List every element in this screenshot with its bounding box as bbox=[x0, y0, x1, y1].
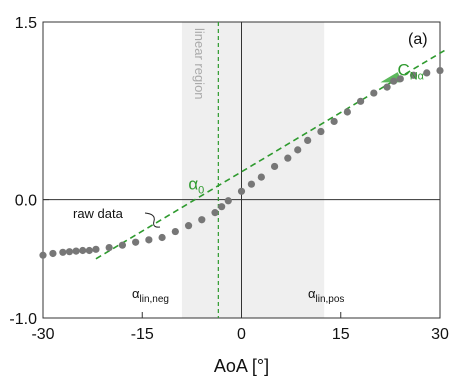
data-point bbox=[39, 251, 47, 259]
data-point bbox=[343, 108, 351, 116]
raw-data-label: raw data bbox=[73, 206, 124, 221]
data-point bbox=[184, 222, 193, 230]
data-point bbox=[85, 246, 93, 255]
data-point bbox=[49, 249, 57, 258]
y-tick-label: -1.0 bbox=[9, 311, 37, 328]
data-point bbox=[237, 187, 246, 195]
x-axis-label: AoA [°] bbox=[214, 356, 269, 376]
data-point bbox=[105, 243, 113, 252]
data-point bbox=[224, 197, 232, 205]
linear-region-label: linear region bbox=[192, 28, 207, 100]
data-point bbox=[118, 241, 126, 249]
data-point bbox=[171, 227, 179, 236]
slope-label: CNα bbox=[397, 60, 424, 82]
panel-label: (a) bbox=[408, 31, 428, 48]
data-point bbox=[423, 69, 431, 77]
data-point bbox=[198, 216, 206, 224]
data-point bbox=[65, 248, 74, 256]
data-point bbox=[383, 83, 391, 91]
alpha-lin-neg-label: αlin,neg bbox=[132, 286, 169, 305]
x-tick-label: 30 bbox=[431, 326, 449, 343]
data-point bbox=[304, 136, 312, 144]
alpha0-label: α0 bbox=[188, 175, 204, 197]
data-point bbox=[436, 66, 444, 75]
data-point bbox=[294, 146, 302, 154]
data-point bbox=[317, 127, 325, 136]
data-point bbox=[247, 180, 256, 188]
data-point bbox=[211, 209, 219, 217]
linear-region-band bbox=[181, 22, 325, 318]
data-point bbox=[284, 154, 292, 162]
data-point bbox=[72, 247, 80, 255]
data-point bbox=[257, 173, 265, 181]
axis-ticks: -30 -15 0 15 30 1.5 0.0 -1.0 bbox=[9, 15, 449, 343]
x-tick-label: -30 bbox=[31, 326, 54, 343]
data-point bbox=[59, 248, 67, 256]
y-tick-label: 0.0 bbox=[15, 193, 37, 210]
data-point bbox=[270, 162, 279, 171]
data-point bbox=[79, 246, 87, 255]
data-points bbox=[39, 66, 444, 259]
data-point bbox=[92, 245, 100, 253]
data-point bbox=[218, 203, 226, 211]
data-point bbox=[409, 71, 418, 79]
alpha-lin-pos-label: αlin,pos bbox=[308, 286, 344, 305]
data-point bbox=[370, 89, 378, 97]
data-point bbox=[158, 233, 166, 242]
y-tick-label: 1.5 bbox=[15, 15, 37, 32]
data-point bbox=[390, 77, 398, 85]
x-tick-label: 0 bbox=[237, 326, 246, 343]
raw-data-pointer bbox=[144, 212, 161, 228]
x-tick-label: 15 bbox=[332, 326, 350, 343]
data-point bbox=[330, 117, 338, 126]
data-point bbox=[357, 97, 365, 105]
data-point bbox=[396, 75, 404, 83]
data-point bbox=[132, 238, 140, 246]
x-tick-label: -15 bbox=[131, 326, 154, 343]
data-point bbox=[145, 236, 153, 244]
